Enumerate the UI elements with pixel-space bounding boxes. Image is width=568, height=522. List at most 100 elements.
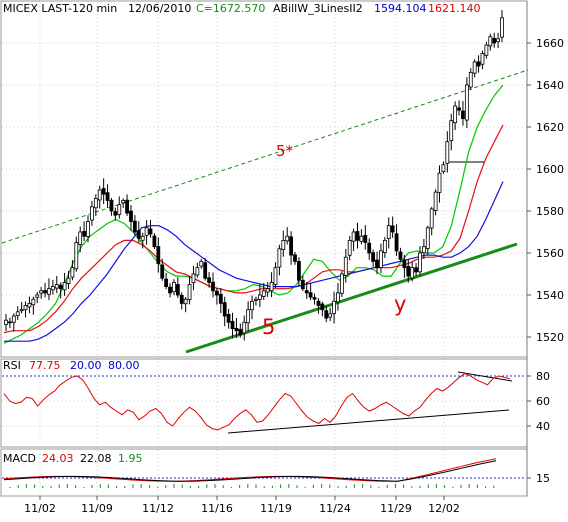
price-bar-body	[187, 284, 192, 300]
price-bar	[297, 257, 301, 286]
price-bar-body	[269, 281, 274, 292]
price-bar	[211, 272, 215, 298]
price-bar-body	[125, 199, 129, 214]
price-bar-body	[476, 61, 481, 67]
price-bar	[379, 243, 383, 273]
price-bar-body	[86, 221, 90, 237]
rsi-panel	[0, 358, 528, 448]
price-bar-body	[308, 292, 313, 298]
price-bar-body	[390, 225, 395, 233]
header-symbol: MICEX LAST-120 min	[3, 2, 117, 15]
price-bar	[82, 221, 87, 242]
price-bar-body	[39, 290, 44, 294]
price-bar	[39, 287, 44, 299]
price-bar-body	[363, 234, 368, 243]
price-bar-body	[300, 279, 305, 290]
price-bar	[418, 246, 422, 276]
price-bar-body	[175, 284, 180, 296]
price-bar-body	[480, 53, 485, 65]
price-bar-body	[156, 246, 161, 264]
rsi-top-line	[457, 371, 513, 382]
price-bar-body	[468, 72, 473, 88]
price-bar	[101, 178, 106, 205]
price-bar-body	[211, 281, 215, 292]
price-bar	[214, 288, 219, 305]
price-bar	[218, 288, 223, 314]
header-indicator: ABillW_3LinesII2	[273, 2, 363, 15]
price-bar-body	[464, 84, 469, 121]
price-bar	[265, 282, 270, 297]
price-bar-body	[172, 281, 176, 293]
price-bar-body	[257, 294, 262, 300]
price-bar-body	[367, 242, 372, 254]
price-bar-body	[351, 231, 356, 242]
price-bar	[43, 282, 47, 298]
price-bar	[121, 198, 126, 208]
price-bar	[488, 33, 493, 51]
price-bar	[97, 185, 102, 209]
price-bar	[207, 271, 211, 288]
macd-signal: 22.08	[80, 452, 112, 465]
price-bar-body	[254, 298, 258, 301]
price-bar-body	[418, 252, 422, 273]
price-bar-body	[70, 267, 75, 278]
price-bar-body	[382, 239, 387, 254]
price-bar-body	[152, 235, 157, 248]
price-bar	[254, 296, 258, 306]
price-bar	[27, 296, 32, 314]
price-bar-body	[90, 206, 94, 221]
price-bar	[414, 263, 418, 277]
price-bar	[129, 205, 133, 231]
price-bar-body	[371, 252, 376, 262]
price-bar-body	[441, 164, 446, 173]
price-tick-label: 1580	[536, 205, 564, 218]
price-bar	[47, 278, 51, 301]
rsi-upper: 80.00	[108, 359, 140, 372]
price-bar	[175, 277, 180, 298]
price-bar	[402, 254, 407, 279]
price-bar	[367, 238, 372, 260]
price-bar-body	[445, 141, 450, 164]
price-bar-body	[136, 230, 141, 239]
price-bar-body	[398, 251, 403, 260]
macd-hist: 1.95	[118, 452, 143, 465]
price-tick-label: 1540	[536, 289, 564, 302]
x-tick-label: 11/12	[142, 502, 174, 515]
x-tick-label: 11/02	[24, 502, 56, 515]
header-date: 12/06/2010	[128, 2, 191, 15]
price-bar	[4, 313, 8, 332]
price-bar	[242, 315, 247, 341]
price-bar	[31, 296, 36, 315]
price-bar	[359, 229, 364, 245]
price-bar	[136, 221, 141, 243]
price-bar	[390, 216, 395, 238]
price-bar-body	[437, 172, 442, 193]
price-bar	[132, 215, 137, 236]
price-bar-body	[328, 313, 333, 318]
price-bar-body	[93, 197, 98, 209]
price-bar	[93, 194, 98, 217]
price-bar	[441, 161, 446, 174]
price-bar	[66, 271, 71, 289]
price-bar	[179, 292, 184, 310]
price-bar	[449, 113, 454, 151]
rsi-label: RSI	[3, 359, 21, 372]
price-bar-body	[277, 248, 282, 268]
price-bar-body	[23, 305, 28, 311]
price-bar	[285, 227, 290, 245]
price-bar-body	[35, 294, 40, 298]
price-bar	[445, 131, 450, 173]
price-tick-label: 1600	[536, 163, 564, 176]
price-bar	[421, 239, 426, 259]
price-bar-body	[121, 200, 126, 204]
price-bar	[160, 258, 165, 281]
price-bar	[15, 306, 20, 321]
price-bar	[152, 233, 157, 249]
price-bar-body	[492, 37, 497, 44]
price-bar-body	[339, 273, 344, 294]
price-bar-body	[105, 192, 110, 201]
price-bar	[50, 279, 55, 295]
price-bar-body	[74, 242, 79, 270]
price-bar	[187, 276, 192, 305]
price-bar	[19, 302, 24, 314]
